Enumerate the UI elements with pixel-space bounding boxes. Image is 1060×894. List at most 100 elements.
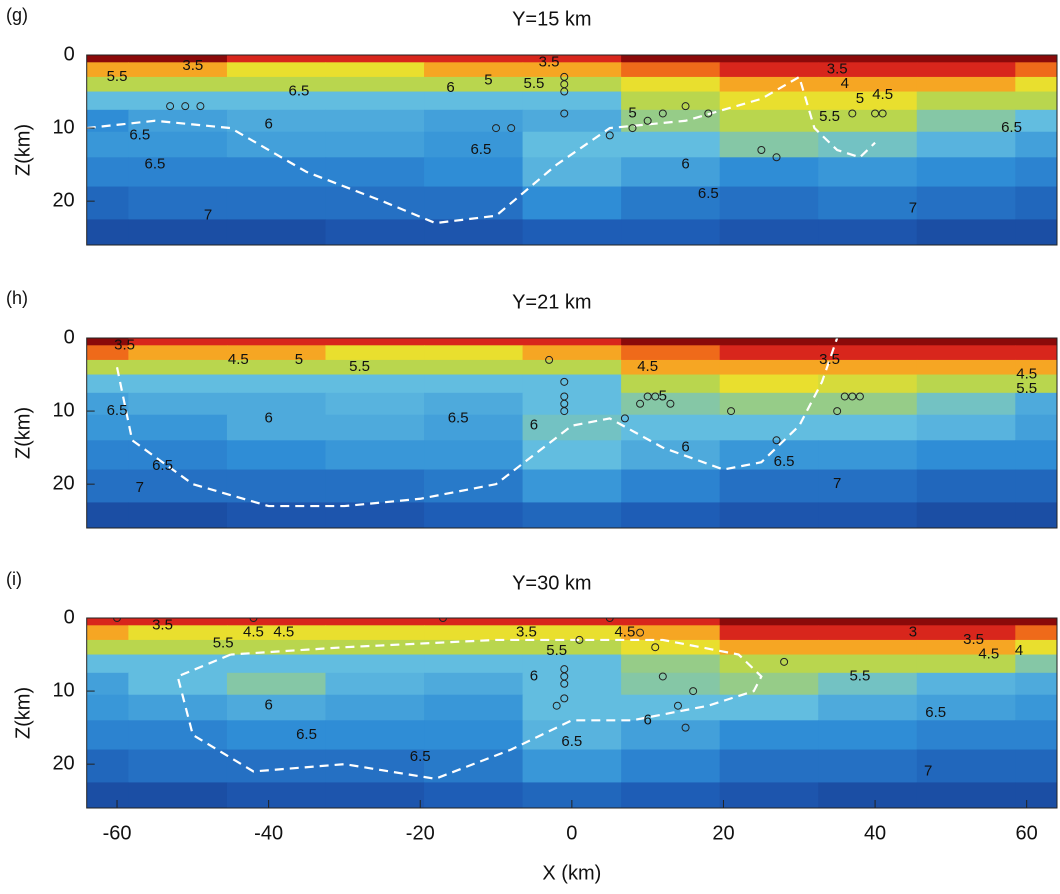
event	[560, 694, 569, 703]
velocity-cell	[818, 374, 918, 394]
velocity-cell	[86, 131, 129, 158]
velocity-cell	[818, 694, 918, 721]
velocity-cell	[86, 374, 129, 394]
event	[840, 392, 849, 401]
velocity-cell	[621, 414, 721, 441]
velocity-cell	[86, 186, 129, 221]
contour-label: 4.5	[872, 86, 893, 103]
velocity-cell	[424, 639, 524, 656]
velocity-cell	[325, 374, 425, 394]
panel-label: (g)	[6, 5, 28, 25]
velocity-cell	[1015, 654, 1057, 674]
velocity-cell	[325, 62, 425, 78]
contour-label: 6.5	[1001, 119, 1022, 136]
event	[689, 687, 698, 696]
contour-label: 5	[628, 104, 636, 121]
contour-label: 3.5	[827, 61, 848, 78]
contour-label: 6.5	[925, 704, 946, 721]
velocity-cell	[818, 749, 918, 784]
velocity-cell	[86, 109, 129, 133]
y-tick-label: 20	[52, 752, 74, 774]
velocity-cell	[719, 131, 819, 158]
velocity-cell	[1015, 338, 1057, 346]
velocity-cell	[818, 109, 918, 133]
velocity-cell	[621, 157, 721, 188]
contour-label: 6.5	[129, 126, 150, 143]
velocity-cell	[916, 469, 1016, 504]
velocity-cell	[86, 720, 129, 751]
velocity-cell	[916, 55, 1016, 63]
velocity-cell	[128, 749, 228, 784]
velocity-cell	[818, 76, 918, 93]
event	[651, 392, 660, 401]
velocity-cell	[719, 186, 819, 221]
velocity-cell	[226, 186, 327, 221]
contour-label: 6.5	[410, 748, 431, 765]
velocity-cell	[621, 219, 721, 245]
velocity-cell	[325, 782, 425, 808]
event	[772, 436, 781, 445]
velocity-cell	[325, 219, 425, 245]
event	[196, 102, 205, 111]
contour-label: 6.5	[107, 402, 128, 419]
velocity-cell	[226, 469, 327, 504]
velocity-cell	[226, 109, 327, 133]
contour-label: 5.5	[213, 635, 234, 652]
velocity-cell	[916, 414, 1016, 441]
velocity-cell	[226, 338, 327, 346]
velocity-cell	[86, 469, 129, 504]
event	[757, 146, 766, 154]
velocity-cell	[621, 338, 721, 346]
event	[681, 102, 690, 111]
velocity-cell	[621, 720, 721, 751]
velocity-cell	[1015, 62, 1057, 78]
velocity-cell	[325, 502, 425, 528]
contour-label: 7	[136, 479, 144, 496]
velocity-cell	[719, 639, 819, 656]
velocity-cell	[916, 392, 1016, 416]
velocity-cell	[424, 654, 524, 674]
velocity-cell	[916, 654, 1016, 674]
velocity-cell	[719, 720, 819, 751]
velocity-cell	[719, 157, 819, 188]
velocity-cell	[86, 654, 129, 674]
y-tick-label: 0	[64, 43, 75, 65]
event	[673, 701, 682, 710]
velocity-cell	[818, 639, 918, 656]
velocity-cell	[226, 625, 327, 641]
event	[871, 109, 880, 118]
panel-title: Y=15 km	[512, 8, 591, 30]
event	[552, 701, 561, 710]
event	[620, 414, 629, 423]
velocity-cell	[916, 109, 1016, 133]
y-tick-label: 10	[52, 116, 74, 138]
velocity-cell	[86, 749, 129, 784]
panel-label: (h)	[6, 288, 28, 308]
velocity-cell	[325, 186, 425, 221]
velocity-cell	[1015, 625, 1057, 641]
velocity-cell	[1015, 91, 1057, 111]
velocity-cell	[424, 157, 524, 188]
velocity-cell	[86, 157, 129, 188]
velocity-cell	[325, 749, 425, 784]
event	[605, 131, 614, 140]
velocity-cell	[719, 672, 819, 696]
event	[643, 392, 652, 401]
y-tick-label: 20	[52, 472, 74, 494]
velocity-cell	[325, 338, 425, 346]
velocity-cell	[424, 219, 524, 245]
velocity-cell	[818, 91, 918, 111]
velocity-cell	[1015, 502, 1057, 528]
velocity-cell	[522, 749, 622, 784]
velocity-cell	[916, 62, 1016, 78]
event	[492, 124, 501, 133]
velocity-cell	[128, 91, 228, 111]
velocity-cell	[621, 672, 721, 696]
velocity-cell	[621, 392, 721, 416]
velocity-cell	[522, 672, 622, 696]
velocity-cell	[226, 720, 327, 751]
velocity-cell	[621, 345, 721, 361]
velocity-cell	[86, 414, 129, 441]
